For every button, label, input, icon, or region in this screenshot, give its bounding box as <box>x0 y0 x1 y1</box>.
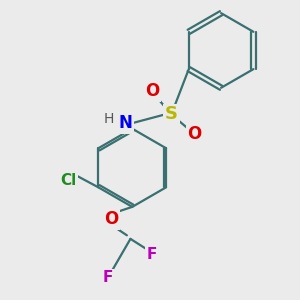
Text: F: F <box>147 248 157 262</box>
Text: H: H <box>104 112 114 126</box>
Text: O: O <box>104 210 118 228</box>
Text: F: F <box>102 271 112 286</box>
Text: O: O <box>145 82 159 100</box>
Text: N: N <box>118 114 132 132</box>
Text: O: O <box>187 125 202 143</box>
Text: S: S <box>165 106 178 124</box>
Text: Cl: Cl <box>60 173 76 188</box>
